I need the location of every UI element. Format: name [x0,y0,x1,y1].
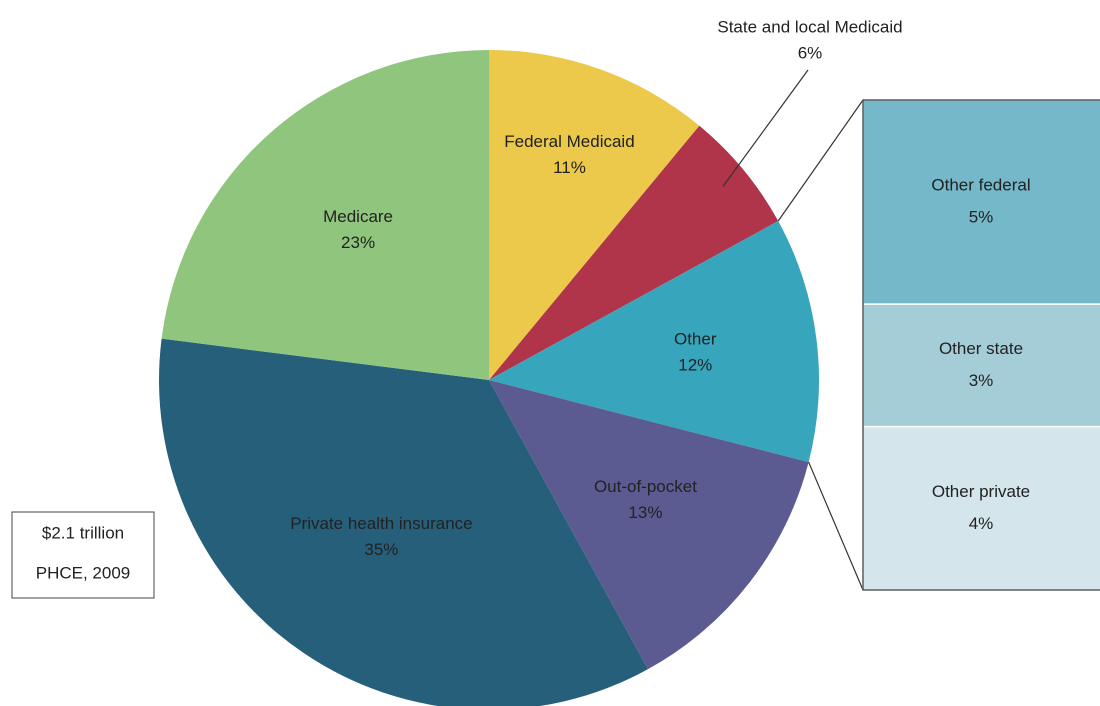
annotation-line: PHCE, 2009 [36,563,131,582]
pie-slice [159,338,648,706]
pie-slice [489,50,700,380]
slice-value-label: 23% [341,233,375,252]
slice-value-label: 6% [798,43,823,62]
leader-line [722,69,809,187]
slice-label: Out-of-pocket [594,477,697,496]
pie-slice [161,50,489,380]
slice-value-label: 11% [553,158,586,177]
breakdown-label: Other federal [931,176,1030,195]
breakdown-value-label: 4% [969,514,994,533]
connector-line [808,461,864,591]
breakdown-label: Other private [932,482,1030,501]
breakdown-border [862,99,1100,591]
pie-slice [489,221,819,463]
breakdown-segment [862,425,1100,591]
slice-label: Private health insurance [290,514,472,533]
breakdown-value-label: 3% [969,371,994,390]
annotation-box [11,511,155,599]
slice-value-label: 13% [628,503,662,522]
breakdown-segment [862,303,1100,428]
slice-label: State and local Medicaid [717,17,902,36]
slice-label: Medicare [323,207,393,226]
slice-label: Other [674,329,717,348]
slice-value-label: 12% [678,355,712,374]
slice-label: Federal Medicaid [504,132,634,151]
pie-slice [489,125,779,381]
annotation-line: $2.1 trillion [42,523,124,542]
slice-value-label: 35% [364,540,398,559]
breakdown-label: Other state [939,339,1023,358]
breakdown-value-label: 5% [969,208,994,227]
breakdown-segment [862,99,1100,305]
connector-line [777,99,864,222]
pie-slice [489,380,809,670]
